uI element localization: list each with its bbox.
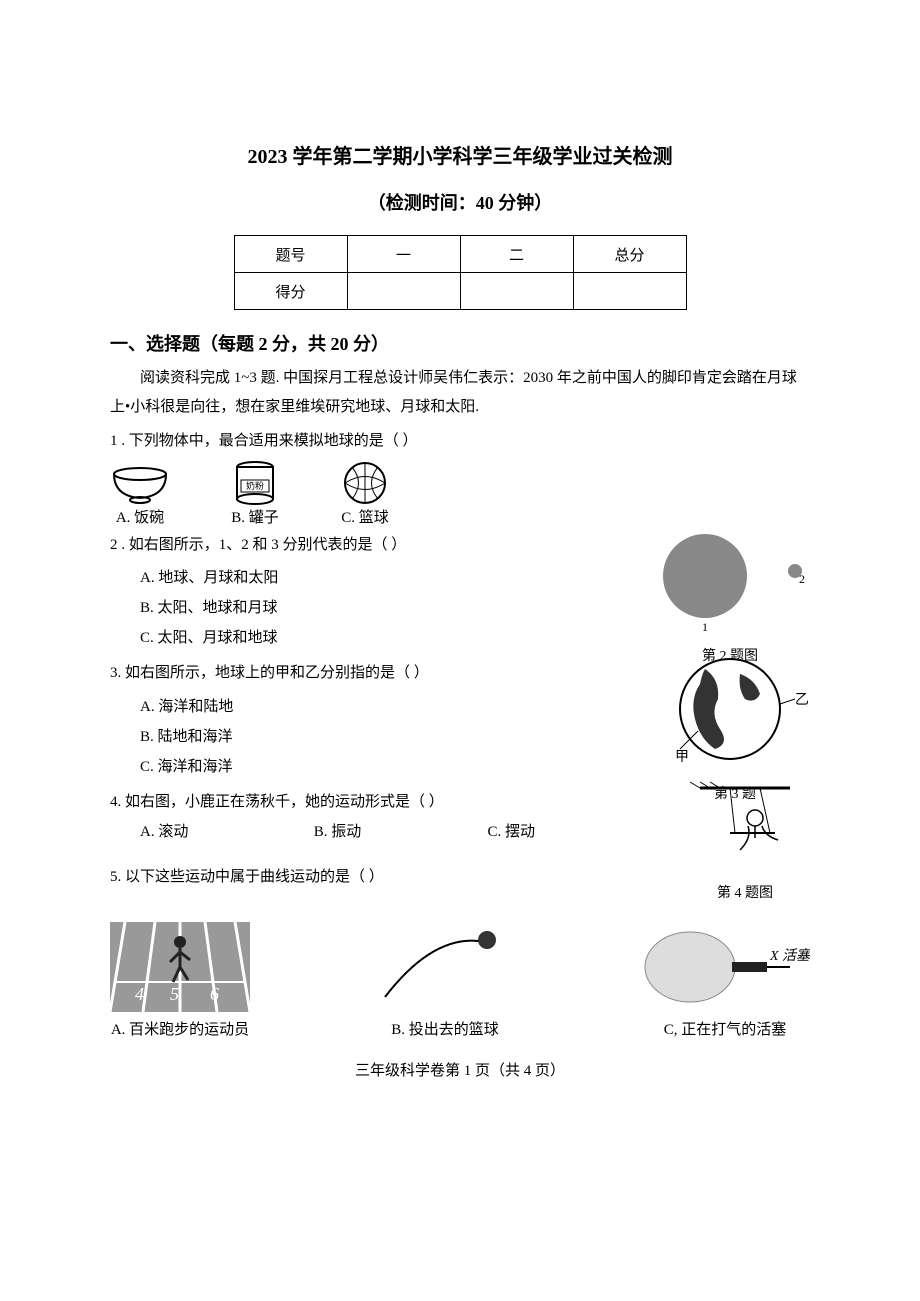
- score-r4: [573, 273, 686, 310]
- q1-images: A. 饭碗 奶粉 B. 罐子 C. 篮球: [110, 460, 810, 527]
- score-h4: 总分: [573, 236, 686, 273]
- score-r3: [460, 273, 573, 310]
- q1-opt-c: C. 篮球: [340, 506, 390, 527]
- q5-opt-c: C, 正在打气的活塞: [640, 1018, 810, 1039]
- q2-label-1: 1: [702, 620, 708, 634]
- q2-label-2: 2: [799, 572, 805, 586]
- can-icon: 奶粉: [230, 460, 280, 506]
- q3-text: 3. 如右图所示，地球上的甲和乙分别指的是（ ）: [110, 659, 810, 688]
- page-footer: 三年级科学卷第 1 页（共 4 页）: [110, 1059, 810, 1080]
- bowl-icon: [110, 466, 170, 506]
- q1-opt-a: A. 饭碗: [110, 506, 170, 527]
- q1-opt-b: B. 罐子: [230, 506, 280, 527]
- section-1-title: 一、选择题（每题 2 分，共 20 分）: [110, 330, 810, 356]
- q3-label-jia: 甲: [675, 750, 689, 765]
- score-h3: 二: [460, 236, 573, 273]
- q4-text: 4. 如右图，小鹿正在荡秋千，她的运动形式是（ ）: [110, 788, 810, 817]
- q5-opt-a: A. 百米跑步的运动员: [110, 1018, 250, 1039]
- subtitle: （检测时间：40 分钟）: [110, 189, 810, 215]
- q1-text: 1 . 下列物体中，最合适用来模拟地球的是（ ）: [110, 427, 810, 456]
- page-title: 2023 学年第二学期小学科学三年级学业过关检测: [110, 140, 810, 169]
- can-label: 奶粉: [246, 480, 264, 491]
- piston-label: X 活塞: [769, 948, 810, 964]
- q5-opt-b: B. 投出去的篮球: [375, 1018, 515, 1039]
- piston-icon: X 活塞: [640, 922, 810, 1012]
- track-num-6: 6: [210, 984, 219, 1004]
- track-num-5: 5: [170, 984, 179, 1004]
- q4-opt-b: B. 振动: [314, 820, 484, 841]
- basketball-icon: [340, 460, 390, 506]
- score-table: 题号 一 二 总分 得分: [234, 235, 687, 310]
- q2-text: 2 . 如右图所示，1、2 和 3 分别代表的是（ ）: [110, 531, 810, 560]
- track-icon: 4 5 6: [110, 922, 250, 1012]
- q4-opt-a: A. 滚动: [140, 820, 310, 841]
- throw-ball-icon: [375, 922, 515, 1012]
- score-h1: 题号: [234, 236, 347, 273]
- q3-label-yi: 乙: [795, 692, 809, 708]
- q5-text: 5. 以下这些运动中属于曲线运动的是（ ）: [110, 863, 810, 892]
- q4-opt-c: C. 摆动: [488, 820, 536, 841]
- score-r2: [347, 273, 460, 310]
- score-h2: 一: [347, 236, 460, 273]
- track-num-4: 4: [135, 984, 144, 1004]
- score-r1: 得分: [234, 273, 347, 310]
- intro-paragraph: 阅读资科完成 1~3 题. 中国探月工程总设计师吴伟仁表示：2030 年之前中国…: [110, 364, 810, 421]
